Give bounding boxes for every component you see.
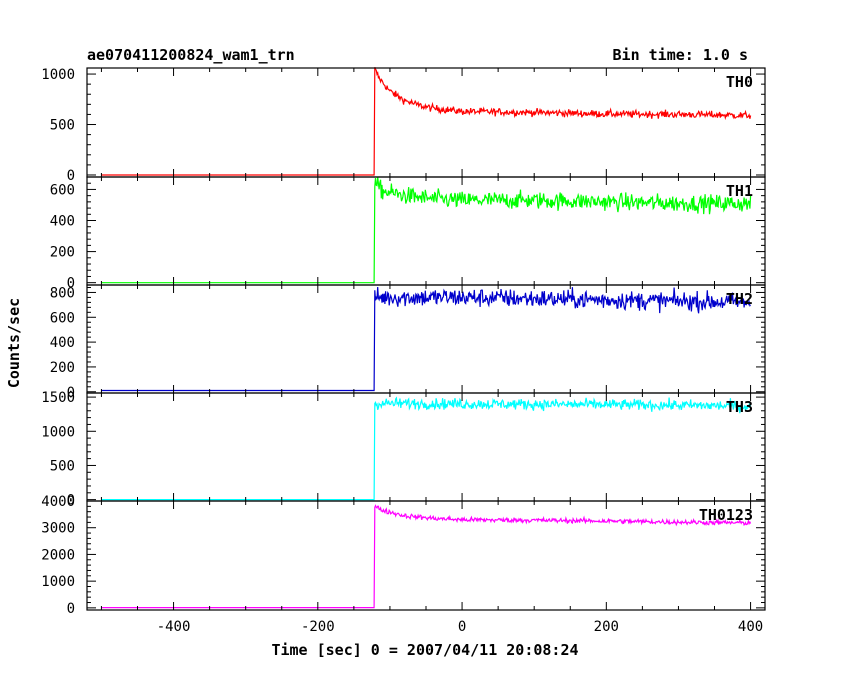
y-tick-label: 0 <box>67 168 75 184</box>
y-tick-label: 500 <box>50 118 75 134</box>
y-tick-label: 4000 <box>41 494 75 510</box>
chart-title: ae070411200824_wam1_trn <box>87 46 295 64</box>
panel-frame-th3 <box>86 392 766 502</box>
series-line-th0123 <box>101 504 752 609</box>
y-tick-label: 400 <box>50 335 75 351</box>
y-tick-label: 0 <box>67 601 75 617</box>
bin-time-label: Bin time: 1.0 s <box>613 46 748 64</box>
y-tick-label: 1500 <box>41 390 75 406</box>
y-tick-label: 800 <box>50 285 75 301</box>
panel-label-th3: TH3 <box>726 398 753 416</box>
series-line-th0 <box>101 67 752 176</box>
y-axis-title: Counts/sec <box>5 298 23 388</box>
panel-label-th0: TH0 <box>726 73 753 91</box>
panel-label-th2: TH2 <box>726 290 753 308</box>
x-tick-label: 0 <box>458 619 466 635</box>
y-tick-label: 1000 <box>41 424 75 440</box>
y-tick-label: 400 <box>50 214 75 230</box>
panel-frame-th0 <box>86 67 766 178</box>
y-tick-label: 500 <box>50 458 75 474</box>
y-tick-label: 3000 <box>41 521 75 537</box>
panels-group: 0 500 1000 TH0 0 200 400 600 TH1 0 200 400 600 800 TH2… <box>41 67 766 635</box>
x-tick-label: -200 <box>301 619 335 635</box>
y-tick-label: 1000 <box>41 574 75 590</box>
y-tick-label: 600 <box>50 182 75 198</box>
x-tick-label: 400 <box>738 619 763 635</box>
y-tick-label: 0 <box>67 276 75 292</box>
series-line-th3 <box>101 396 752 501</box>
x-tick-label: 200 <box>594 619 619 635</box>
series-line-th2 <box>101 286 751 392</box>
y-tick-label: 2000 <box>41 547 75 563</box>
x-axis-title: Time [sec] 0 = 2007/04/11 20:08:24 <box>271 641 578 659</box>
x-tick-label: -400 <box>157 619 191 635</box>
y-tick-label: 600 <box>50 310 75 326</box>
panel-label-th1: TH1 <box>726 182 753 200</box>
panel-label-th0123: TH0123 <box>699 506 753 524</box>
y-tick-label: 200 <box>50 360 75 376</box>
series-line-th1 <box>101 176 752 284</box>
y-tick-label: 1000 <box>41 67 75 83</box>
y-tick-label: 200 <box>50 245 75 261</box>
y-tick-label: 0 <box>67 385 75 401</box>
y-tick-label: 0 <box>67 493 75 509</box>
